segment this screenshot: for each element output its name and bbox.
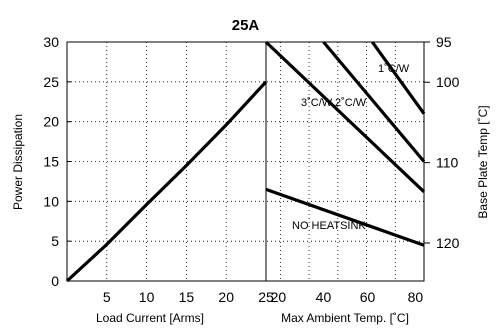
x-axis-label-right: Max Ambient Temp. [˚C] xyxy=(281,311,409,325)
series-label: NO HEATSINK xyxy=(292,220,366,232)
thermal-line xyxy=(265,187,425,247)
x-tick-label-right: 40 xyxy=(316,289,332,305)
y-tick-label: 10 xyxy=(43,193,59,209)
y-tick-label: 5 xyxy=(51,233,59,249)
series-label: 3˚C/W xyxy=(301,97,333,109)
y-tick-label: 20 xyxy=(43,114,59,130)
series-label: 1˚C/W xyxy=(378,63,410,75)
y-tick-label: 15 xyxy=(43,154,59,170)
y-tick-label: 30 xyxy=(43,34,59,50)
thermal-line xyxy=(371,41,426,115)
right-tick-label: 95 xyxy=(436,34,452,50)
plot-border xyxy=(66,41,425,282)
right-tick-label: 110 xyxy=(436,155,459,171)
thermal-line xyxy=(322,40,426,163)
right-tick-label: 120 xyxy=(436,235,460,251)
x-tick-label: 15 xyxy=(179,289,195,305)
grid-lines xyxy=(67,42,424,281)
data-curves xyxy=(65,40,426,283)
x-tick-label: 25 xyxy=(258,289,274,305)
x-tick-label-right: 80 xyxy=(408,289,424,305)
y-tick-label: 25 xyxy=(43,74,59,90)
chart-title: 25A xyxy=(232,17,260,34)
x-tick-label: 20 xyxy=(218,289,234,305)
plot-frame xyxy=(66,41,425,282)
right-tick-label: 100 xyxy=(436,74,460,90)
thermal-line xyxy=(264,40,426,193)
y-axis-label-right: Base Plate Temp [˚C] xyxy=(476,105,490,218)
x-tick-label: 10 xyxy=(139,289,155,305)
series-label: 2˚C/W xyxy=(335,97,367,109)
y-tick-label: 0 xyxy=(51,273,59,289)
x-axis-label-left: Load Current [Arms] xyxy=(96,311,204,325)
x-tick-label-right: 60 xyxy=(360,289,376,305)
x-tick-label-right: 20 xyxy=(271,289,287,305)
power-curve xyxy=(65,80,268,283)
y-axis-label-left: Power Dissipation xyxy=(11,114,25,210)
x-tick-label: 5 xyxy=(103,289,111,305)
text-labels: 25A Load Current [Arms] Max Ambient Temp. … xyxy=(11,17,490,325)
